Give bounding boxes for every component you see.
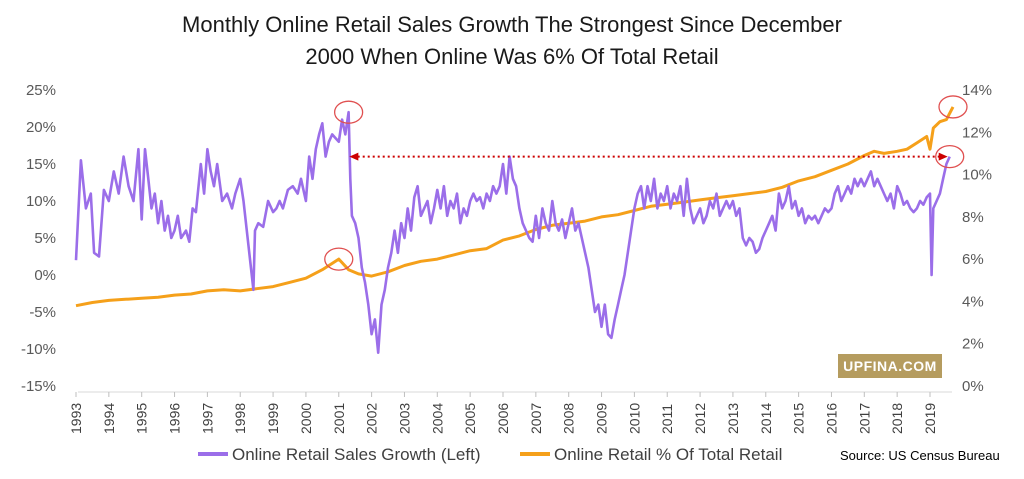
x-tick-label: 2006 [495, 403, 511, 434]
x-axis: 1993 1994 1995 1996 1997 1998 1999 2000 2001 2002… [68, 391, 952, 434]
x-tick-label: 2009 [594, 403, 610, 434]
right-tick-label: 2% [962, 336, 984, 353]
x-tick-label: 1993 [68, 403, 84, 434]
watermark-background [838, 354, 942, 378]
annotations [324, 95, 968, 271]
x-tick-label: 2019 [922, 403, 938, 434]
right-tick-label: 4% [962, 293, 984, 310]
source-note: Source: US Census Bureau [840, 448, 1000, 463]
left-y-axis: -15% -10% -5% 0% 5% 10% 15% 20% 25% [21, 82, 56, 395]
right-tick-label: 6% [962, 251, 984, 268]
watermark-text: UPFINA.COM [843, 358, 937, 374]
x-tick-label: 1994 [101, 403, 117, 434]
right-tick-label: 8% [962, 209, 984, 226]
x-tick-label: 1999 [265, 403, 281, 434]
x-tick-label: 2005 [462, 403, 478, 434]
x-tick-label: 2013 [725, 403, 741, 434]
left-tick-label: 10% [26, 193, 56, 210]
left-tick-label: 15% [26, 156, 56, 173]
left-tick-label: 25% [26, 82, 56, 99]
x-tick-label: 2011 [659, 404, 675, 434]
x-tick-label: 2000 [298, 403, 314, 434]
legend-label-growth: Online Retail Sales Growth (Left) [232, 445, 481, 464]
x-tick-label: 1995 [134, 403, 150, 434]
x-tick-label: 2015 [791, 403, 807, 434]
left-tick-label: 20% [26, 119, 56, 136]
chart-title-line-1: Monthly Online Retail Sales Growth The S… [182, 12, 842, 37]
x-tick-label: 2014 [758, 403, 774, 434]
x-tick-label: 1997 [199, 403, 215, 434]
legend: Online Retail Sales Growth (Left) Online… [198, 445, 782, 464]
plot-area [74, 106, 955, 354]
x-tick-label: 2001 [331, 403, 347, 434]
right-tick-label: 14% [962, 82, 992, 99]
annotation-circle [938, 95, 968, 119]
right-y-axis: 0% 2% 4% 6% 8% 10% 12% 14% [962, 82, 992, 395]
x-tick-label: 2008 [561, 403, 577, 434]
left-tick-label: -10% [21, 341, 56, 358]
annotation-circle [324, 247, 354, 271]
x-tick-label: 2002 [364, 403, 380, 434]
x-tick-label: 2018 [889, 403, 905, 434]
x-tick-label: 1996 [167, 403, 183, 434]
x-tick-label: 2012 [692, 403, 708, 434]
left-tick-label: -15% [21, 378, 56, 395]
series-line-share [75, 106, 955, 308]
right-tick-label: 0% [962, 378, 984, 395]
legend-label-share: Online Retail % Of Total Retail [554, 445, 782, 464]
right-tick-label: 12% [962, 124, 992, 141]
x-tick-label: 1998 [232, 403, 248, 434]
watermark: UPFINA.COM [838, 354, 942, 378]
series-line-growth [74, 110, 951, 354]
annotation-circle [333, 100, 364, 124]
chart-title-line-2: 2000 When Online Was 6% Of Total Retail [305, 44, 718, 69]
x-tick-label: 2003 [396, 403, 412, 434]
x-tick-label: 2007 [528, 403, 544, 434]
annotation-circle [935, 144, 965, 169]
right-tick-label: 10% [962, 167, 992, 184]
left-tick-label: 5% [34, 230, 56, 247]
annotation-arrowhead-right [938, 152, 948, 161]
x-tick-label: 2004 [429, 403, 445, 434]
x-tick-label: 2016 [823, 403, 839, 434]
x-tick-label: 2017 [856, 403, 872, 434]
left-tick-label: -5% [29, 304, 56, 321]
x-tick-label: 2010 [626, 403, 642, 434]
annotation-arrowhead-left [349, 152, 359, 161]
left-tick-label: 0% [34, 267, 56, 284]
